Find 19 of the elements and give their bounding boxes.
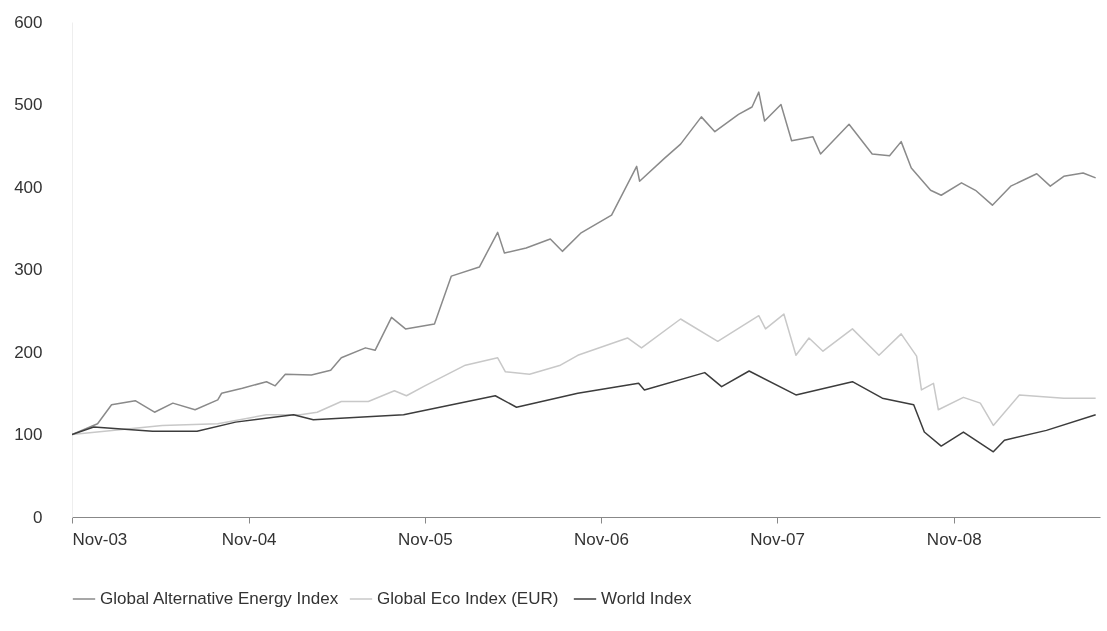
y-tick-label: 300 (14, 260, 43, 279)
line-series (72, 313, 1097, 436)
x-tick-label: Nov-03 (72, 529, 128, 549)
legend-label: World Index (601, 589, 692, 608)
y-tick-label: 0 (33, 507, 43, 527)
x-tick-label: Nov-05 (397, 529, 453, 549)
x-tick-label: Nov-08 (926, 529, 982, 549)
y-tick-label: 100 (14, 425, 43, 444)
y-tick-label: 400 (14, 177, 43, 197)
x-tick-label: Nov-04 (221, 529, 277, 549)
legend-label: Global Eco Index (EUR) (377, 589, 559, 608)
y-tick-label: 200 (14, 342, 43, 362)
legend-label: Global Alternative Energy Index (100, 589, 339, 608)
line-series (72, 91, 1097, 436)
x-tick-label: Nov-07 (750, 529, 806, 549)
y-tick-label: 600 (14, 12, 43, 32)
line-series (72, 370, 1097, 453)
y-tick-label: 500 (14, 95, 43, 114)
x-tick-label: Nov-06 (574, 529, 629, 549)
